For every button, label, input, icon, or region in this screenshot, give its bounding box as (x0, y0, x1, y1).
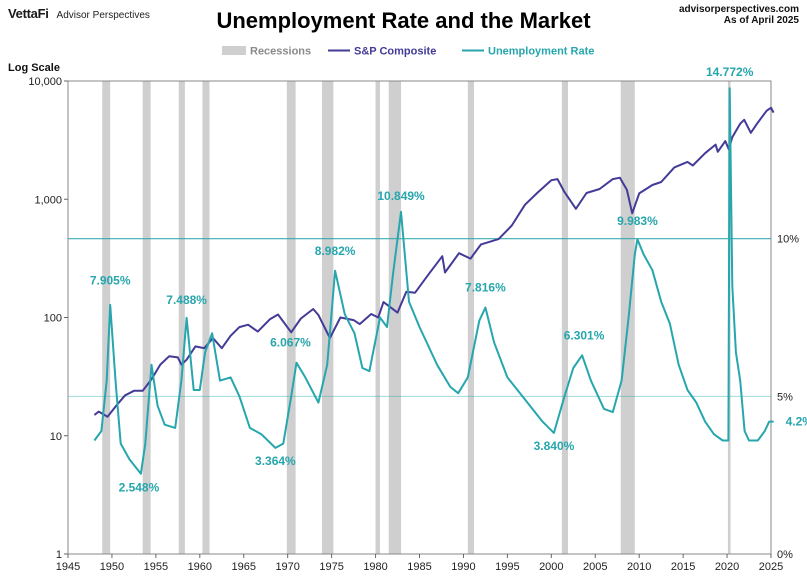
value-annotation: 3.840% (534, 439, 575, 453)
sp-composite-line (93, 106, 775, 418)
x-tick-label: 2005 (583, 561, 607, 573)
legend-label: S&P Composite (354, 46, 436, 58)
recession-band (286, 81, 296, 554)
x-tick-label: 1945 (56, 561, 80, 573)
brand-logo: VettaFi Advisor Perspectives (8, 6, 150, 21)
x-tick-label: 1985 (407, 561, 431, 573)
value-annotation: 7.488% (166, 293, 207, 307)
x-tick-label: 1955 (144, 561, 168, 573)
axes: 1 10 100 1,000 10,000 0% 5% 10% 1945 1950 1955 1960… (28, 76, 799, 573)
value-annotation: 9.983% (617, 214, 658, 228)
y-right-tick-label: 5% (777, 391, 793, 403)
value-annotation: 8.982% (315, 244, 356, 258)
legend: Recessions S&P Composite Unemployment Rate (222, 46, 594, 58)
recession-band (321, 81, 334, 554)
y-left-tick-label: 1 (56, 549, 62, 561)
y-left-tick-label: 1,000 (34, 194, 62, 206)
reference-lines (68, 238, 771, 397)
recession-band (142, 81, 151, 554)
recession-bands (102, 81, 731, 554)
x-tick-label: 2010 (627, 561, 651, 573)
series-lines (93, 87, 775, 475)
x-tick-label: 1995 (495, 561, 519, 573)
value-annotation: 7.905% (90, 274, 131, 288)
recession-band (102, 81, 111, 554)
recession-band (388, 81, 402, 554)
legend-label: Unemployment Rate (488, 46, 594, 58)
y-right-tick-label: 10% (777, 234, 799, 246)
chart-title: Unemployment Rate and the Market (216, 8, 591, 33)
recession-band (202, 81, 210, 554)
brand-subtitle: Advisor Perspectives (56, 10, 150, 21)
value-annotation: 2.548% (119, 481, 160, 495)
y-left-tick-label: 10,000 (28, 76, 62, 88)
value-annotation: 10.849% (377, 189, 425, 203)
value-annotations: 7.905% 2.548% 7.488% 3.364% 6.067% 8.982% 10.8… (90, 65, 807, 494)
x-tick-label: 1965 (232, 561, 256, 573)
x-tick-label: 1970 (275, 561, 299, 573)
x-tick-label: 2025 (759, 561, 783, 573)
legend-label: Recessions (250, 46, 311, 58)
brand-name: VettaFi (8, 6, 49, 21)
x-tick-label: 2000 (539, 561, 563, 573)
x-tick-label: 1975 (319, 561, 343, 573)
x-tick-label: 1960 (188, 561, 212, 573)
x-tick-label: 2015 (671, 561, 695, 573)
x-tick-label: 1990 (451, 561, 475, 573)
recession-band (467, 81, 474, 554)
y-left-tick-label: 10 (50, 431, 62, 443)
x-tick-label: 1950 (100, 561, 124, 573)
value-annotation: 6.301% (564, 328, 605, 342)
y-left-tick-label: 100 (44, 313, 62, 325)
unemployment-rate-line (93, 87, 774, 475)
value-annotation: 7.816% (465, 281, 506, 295)
value-annotation: 6.067% (270, 336, 311, 350)
recession-band (178, 81, 185, 554)
value-annotation: 4.2% (786, 415, 807, 429)
source-block: advisorperspectives.com As of April 2025 (679, 4, 799, 26)
x-tick-label: 2020 (715, 561, 739, 573)
y-right-tick-label: 0% (777, 549, 793, 561)
y-axis-label: Log Scale (8, 62, 60, 74)
source-url: advisorperspectives.com (678, 4, 799, 15)
value-annotation: 3.364% (255, 454, 296, 468)
recession-band (561, 81, 569, 554)
x-tick-label: 1980 (363, 561, 387, 573)
plot-frame (67, 80, 772, 555)
as-of-date: As of April 2025 (723, 15, 799, 26)
value-annotation: 14.772% (706, 65, 754, 79)
legend-swatch (222, 46, 246, 55)
